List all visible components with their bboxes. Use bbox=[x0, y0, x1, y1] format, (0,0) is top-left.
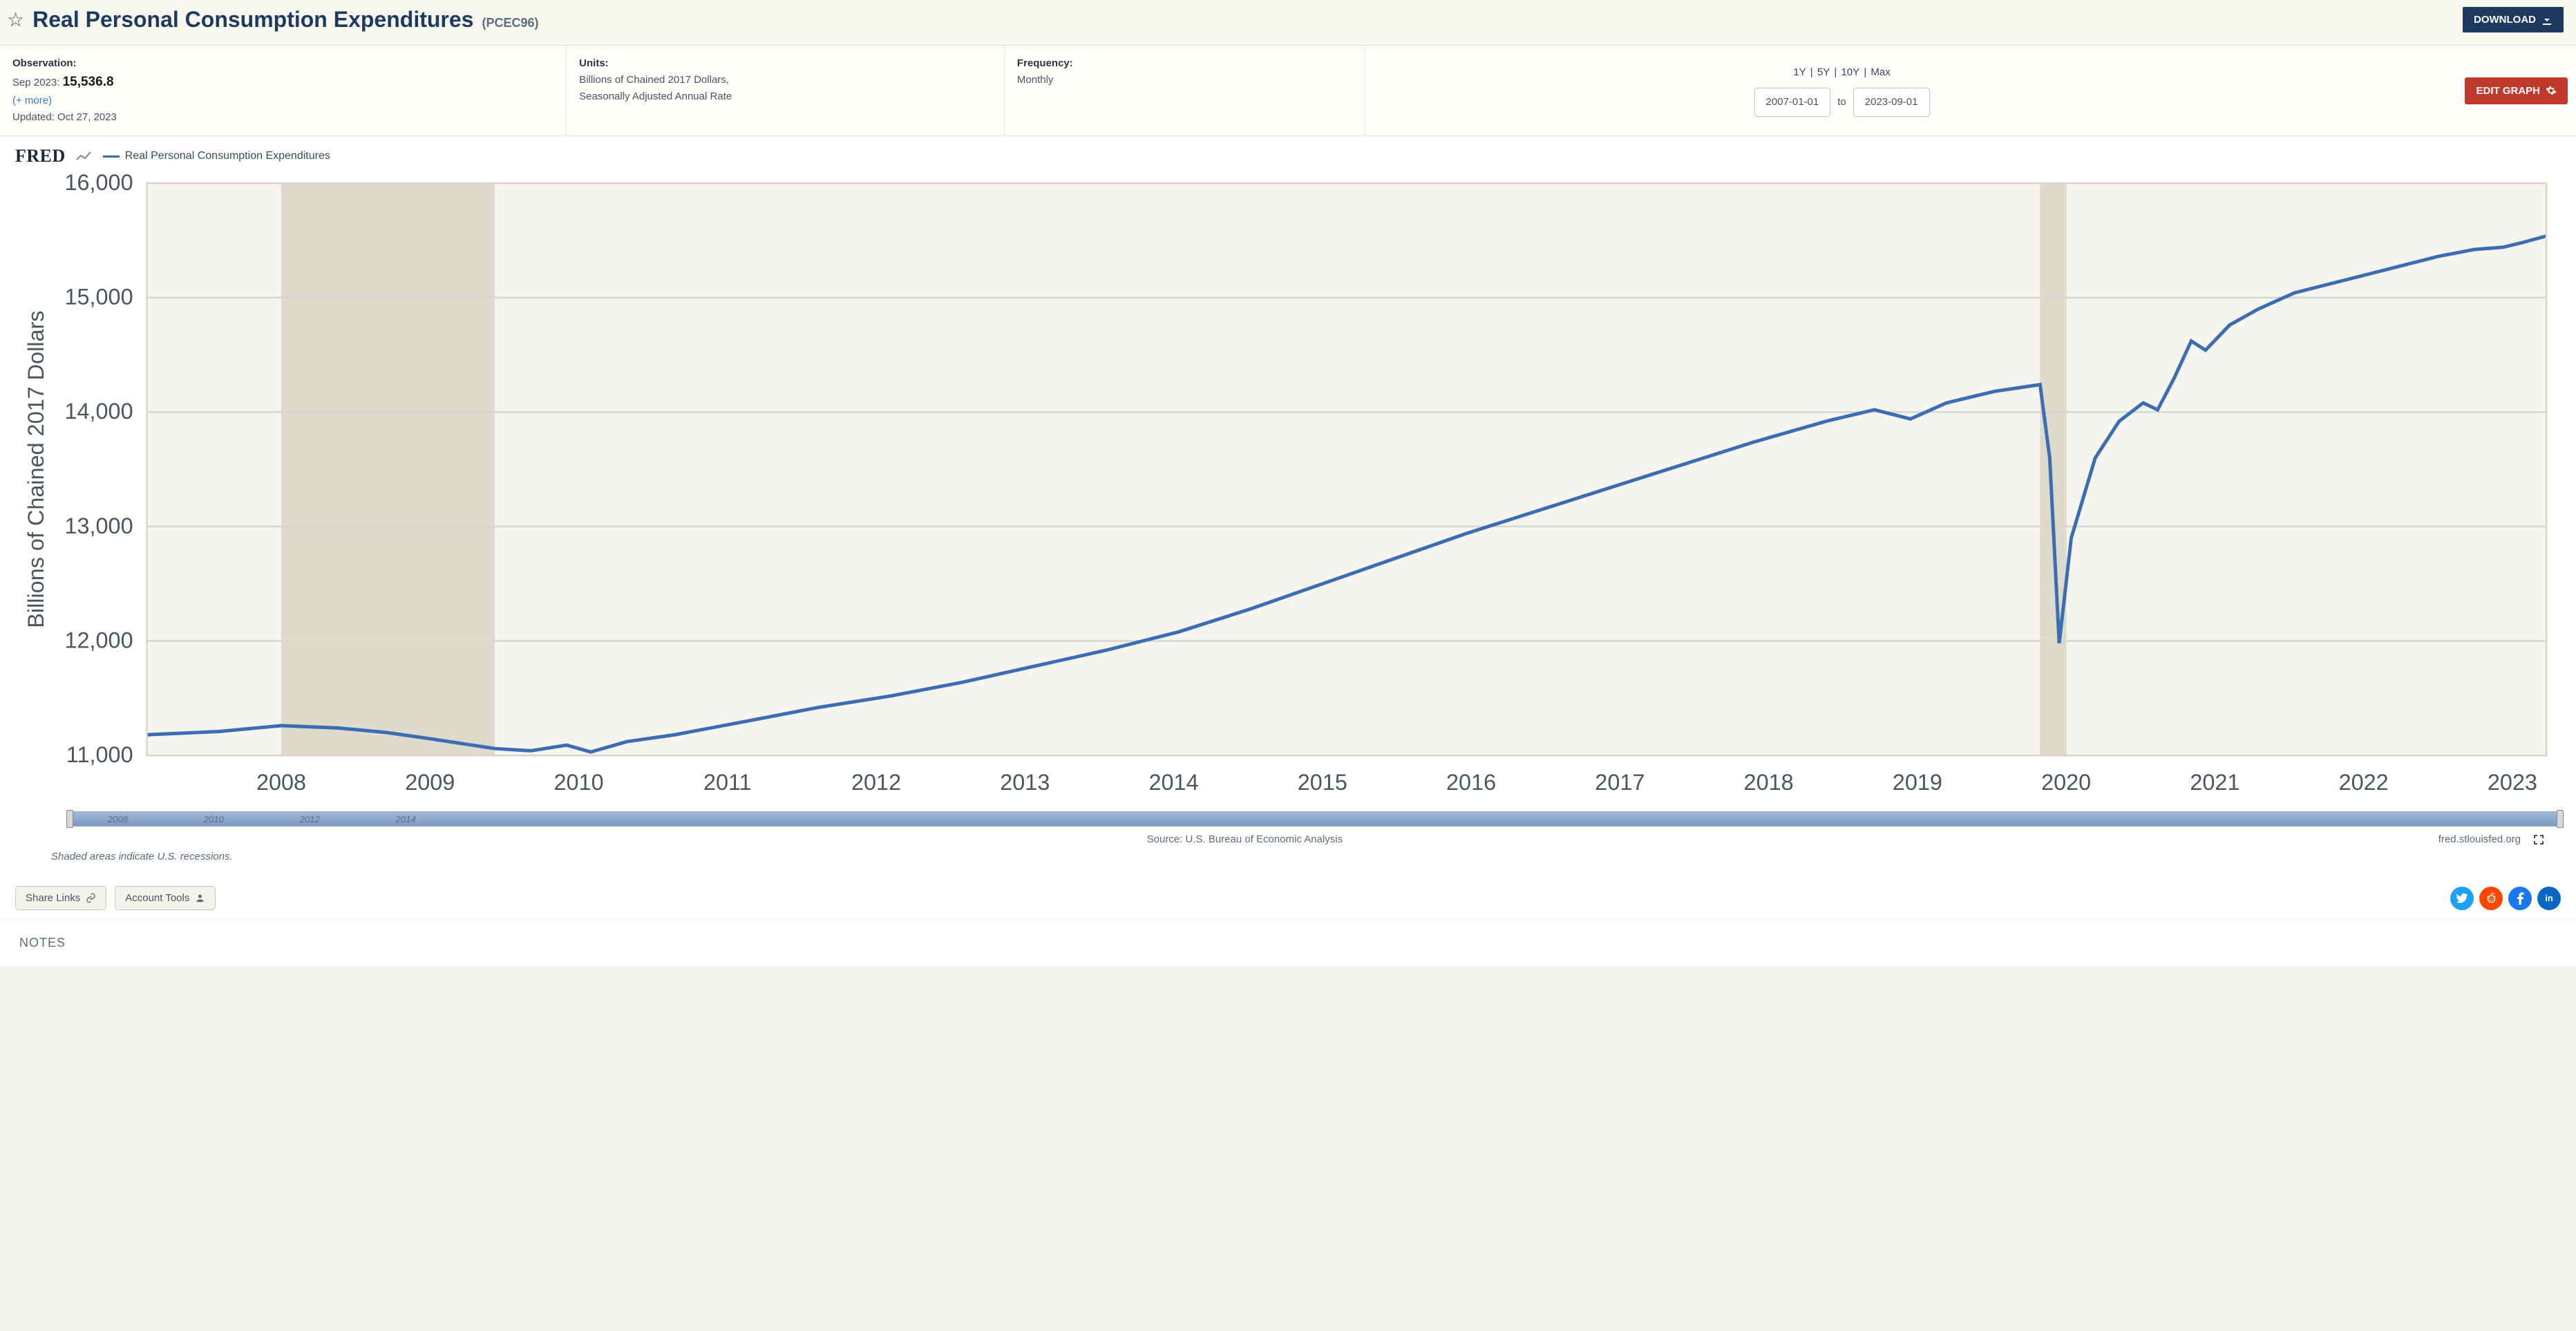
svg-text:2011: 2011 bbox=[703, 770, 752, 795]
svg-text:2013: 2013 bbox=[1000, 770, 1050, 795]
gear-icon bbox=[2546, 85, 2557, 96]
units-line-1: Billions of Chained 2017 Dollars, bbox=[579, 72, 992, 88]
svg-text:11,000: 11,000 bbox=[66, 743, 133, 768]
share-linkedin-button[interactable]: in bbox=[2537, 887, 2561, 910]
chart-legend-row: FRED Real Personal Consumption Expenditu… bbox=[12, 142, 2564, 169]
frequency-col: Frequency: Monthly bbox=[1005, 46, 1365, 135]
fullscreen-icon[interactable] bbox=[2533, 834, 2544, 845]
observation-col: Observation: Sep 2023: 15,536.8 (+ more)… bbox=[0, 46, 567, 135]
svg-text:2016: 2016 bbox=[1446, 770, 1496, 795]
linkedin-icon: in bbox=[2545, 893, 2553, 903]
download-label: DOWNLOAD bbox=[2474, 14, 2536, 26]
twitter-icon bbox=[2456, 892, 2468, 904]
units-line-2: Seasonally Adjusted Annual Rate bbox=[579, 88, 992, 105]
range-10y[interactable]: 10Y bbox=[1839, 66, 1861, 78]
svg-text:14,000: 14,000 bbox=[64, 399, 133, 424]
account-tools-label: Account Tools bbox=[125, 892, 189, 904]
chart-source: Source: U.S. Bureau of Economic Analysis bbox=[51, 833, 2438, 845]
main-chart[interactable]: 11,000 12,000 13,000 14,000 15,000 16,000 2008… bbox=[12, 169, 2564, 807]
svg-text:2019: 2019 bbox=[1893, 770, 1942, 795]
range-max[interactable]: Max bbox=[1869, 66, 1891, 78]
fred-logo: FRED bbox=[15, 146, 66, 167]
svg-text:2014: 2014 bbox=[1149, 770, 1199, 795]
svg-text:2021: 2021 bbox=[2190, 770, 2239, 795]
user-icon bbox=[195, 893, 205, 903]
date-to-label: to bbox=[1837, 94, 1846, 111]
account-tools-button[interactable]: Account Tools bbox=[115, 886, 216, 910]
svg-text:2020: 2020 bbox=[2041, 770, 2091, 795]
series-id: (PCEC96) bbox=[482, 16, 538, 30]
share-links-label: Share Links bbox=[26, 892, 80, 904]
svg-text:2009: 2009 bbox=[405, 770, 455, 795]
edit-graph-button[interactable]: EDIT GRAPH bbox=[2465, 77, 2568, 104]
svg-text:2017: 2017 bbox=[1595, 770, 1645, 795]
legend-color-swatch bbox=[103, 155, 120, 158]
updated-label: Updated: Oct 27, 2023 bbox=[12, 109, 553, 126]
time-scrubber[interactable]: 2008201020122014 bbox=[66, 811, 2564, 827]
svg-text:Billions of Chained 2017 Dolla: Billions of Chained 2017 Dollars bbox=[23, 311, 48, 628]
frequency-value: Monthly bbox=[1017, 72, 1352, 88]
title-bar: ☆ Real Personal Consumption Expenditures… bbox=[0, 0, 2576, 45]
svg-text:15,000: 15,000 bbox=[64, 285, 133, 310]
svg-text:2023: 2023 bbox=[2488, 770, 2537, 795]
range-1y[interactable]: 1Y bbox=[1792, 66, 1807, 78]
svg-text:2015: 2015 bbox=[1298, 770, 1347, 795]
metadata-row: Observation: Sep 2023: 15,536.8 (+ more)… bbox=[0, 45, 2576, 136]
share-links-button[interactable]: Share Links bbox=[15, 886, 106, 910]
page-title: Real Personal Consumption Expenditures bbox=[32, 7, 473, 32]
scrubber-labels: 2008201020122014 bbox=[66, 811, 2564, 827]
chart-site-label: fred.stlouisfed.org bbox=[2438, 833, 2521, 845]
share-reddit-button[interactable] bbox=[2479, 887, 2503, 910]
share-facebook-button[interactable] bbox=[2508, 887, 2532, 910]
chart-mini-icon bbox=[75, 150, 93, 162]
range-col: 1Y | 5Y | 10Y | Max 2007-01-01 to 2023-0… bbox=[1365, 46, 2318, 135]
reddit-icon bbox=[2485, 892, 2497, 904]
download-icon bbox=[2541, 15, 2553, 26]
link-icon bbox=[86, 893, 96, 903]
download-button[interactable]: DOWNLOAD bbox=[2463, 7, 2564, 32]
frequency-label: Frequency: bbox=[1017, 55, 1352, 72]
svg-text:2018: 2018 bbox=[1744, 770, 1794, 795]
observation-date: Sep 2023: bbox=[12, 77, 59, 88]
favorite-star-icon[interactable]: ☆ bbox=[7, 10, 24, 30]
range-5y[interactable]: 5Y bbox=[1816, 66, 1831, 78]
svg-text:12,000: 12,000 bbox=[64, 628, 133, 653]
range-links: 1Y | 5Y | 10Y | Max bbox=[1792, 64, 1891, 81]
facebook-icon bbox=[2517, 892, 2524, 905]
date-to-input[interactable]: 2023-09-01 bbox=[1853, 88, 1930, 117]
observation-value: 15,536.8 bbox=[63, 75, 114, 89]
share-twitter-button[interactable] bbox=[2450, 887, 2474, 910]
recession-note: Shaded areas indicate U.S. recessions. bbox=[12, 848, 2564, 872]
units-label: Units: bbox=[579, 55, 992, 72]
svg-text:2010: 2010 bbox=[554, 770, 604, 795]
edit-graph-label: EDIT GRAPH bbox=[2476, 85, 2540, 97]
legend-label: Real Personal Consumption Expenditures bbox=[125, 150, 330, 162]
date-from-input[interactable]: 2007-01-01 bbox=[1754, 88, 1831, 117]
svg-text:2022: 2022 bbox=[2339, 770, 2389, 795]
svg-text:2012: 2012 bbox=[851, 770, 901, 795]
notes-heading: NOTES bbox=[0, 920, 2576, 965]
svg-text:13,000: 13,000 bbox=[64, 513, 133, 538]
svg-text:16,000: 16,000 bbox=[64, 170, 133, 195]
more-observations-link[interactable]: (+ more) bbox=[12, 93, 553, 109]
svg-text:2008: 2008 bbox=[256, 770, 306, 795]
observation-label: Observation: bbox=[12, 55, 553, 72]
units-col: Units: Billions of Chained 2017 Dollars,… bbox=[567, 46, 1005, 135]
